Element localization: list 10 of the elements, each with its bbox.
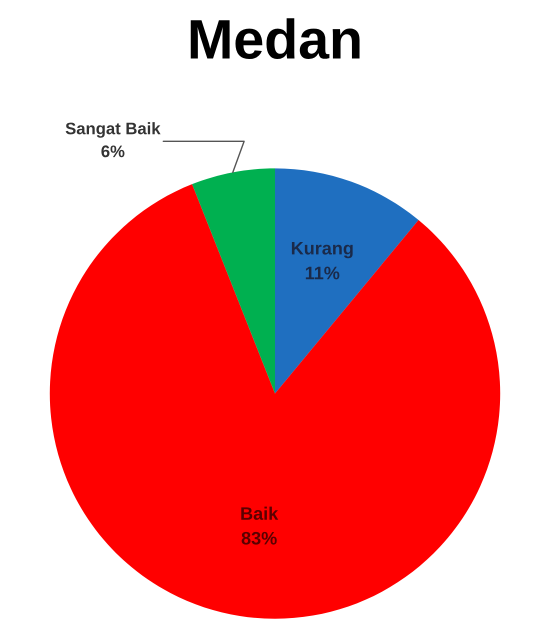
pie-slice <box>50 184 500 619</box>
data-label: 11% <box>306 266 340 280</box>
chart-title: Medan <box>190 18 360 60</box>
slice-label: Kurang <box>292 242 353 258</box>
data-label: 6% <box>101 145 124 158</box>
data-label: 83% <box>242 532 277 545</box>
slice-label: Baik <box>241 506 278 520</box>
pie-slice <box>275 168 419 394</box>
pie-slice <box>192 168 275 394</box>
slice-label: Sangat Baik <box>66 122 161 138</box>
